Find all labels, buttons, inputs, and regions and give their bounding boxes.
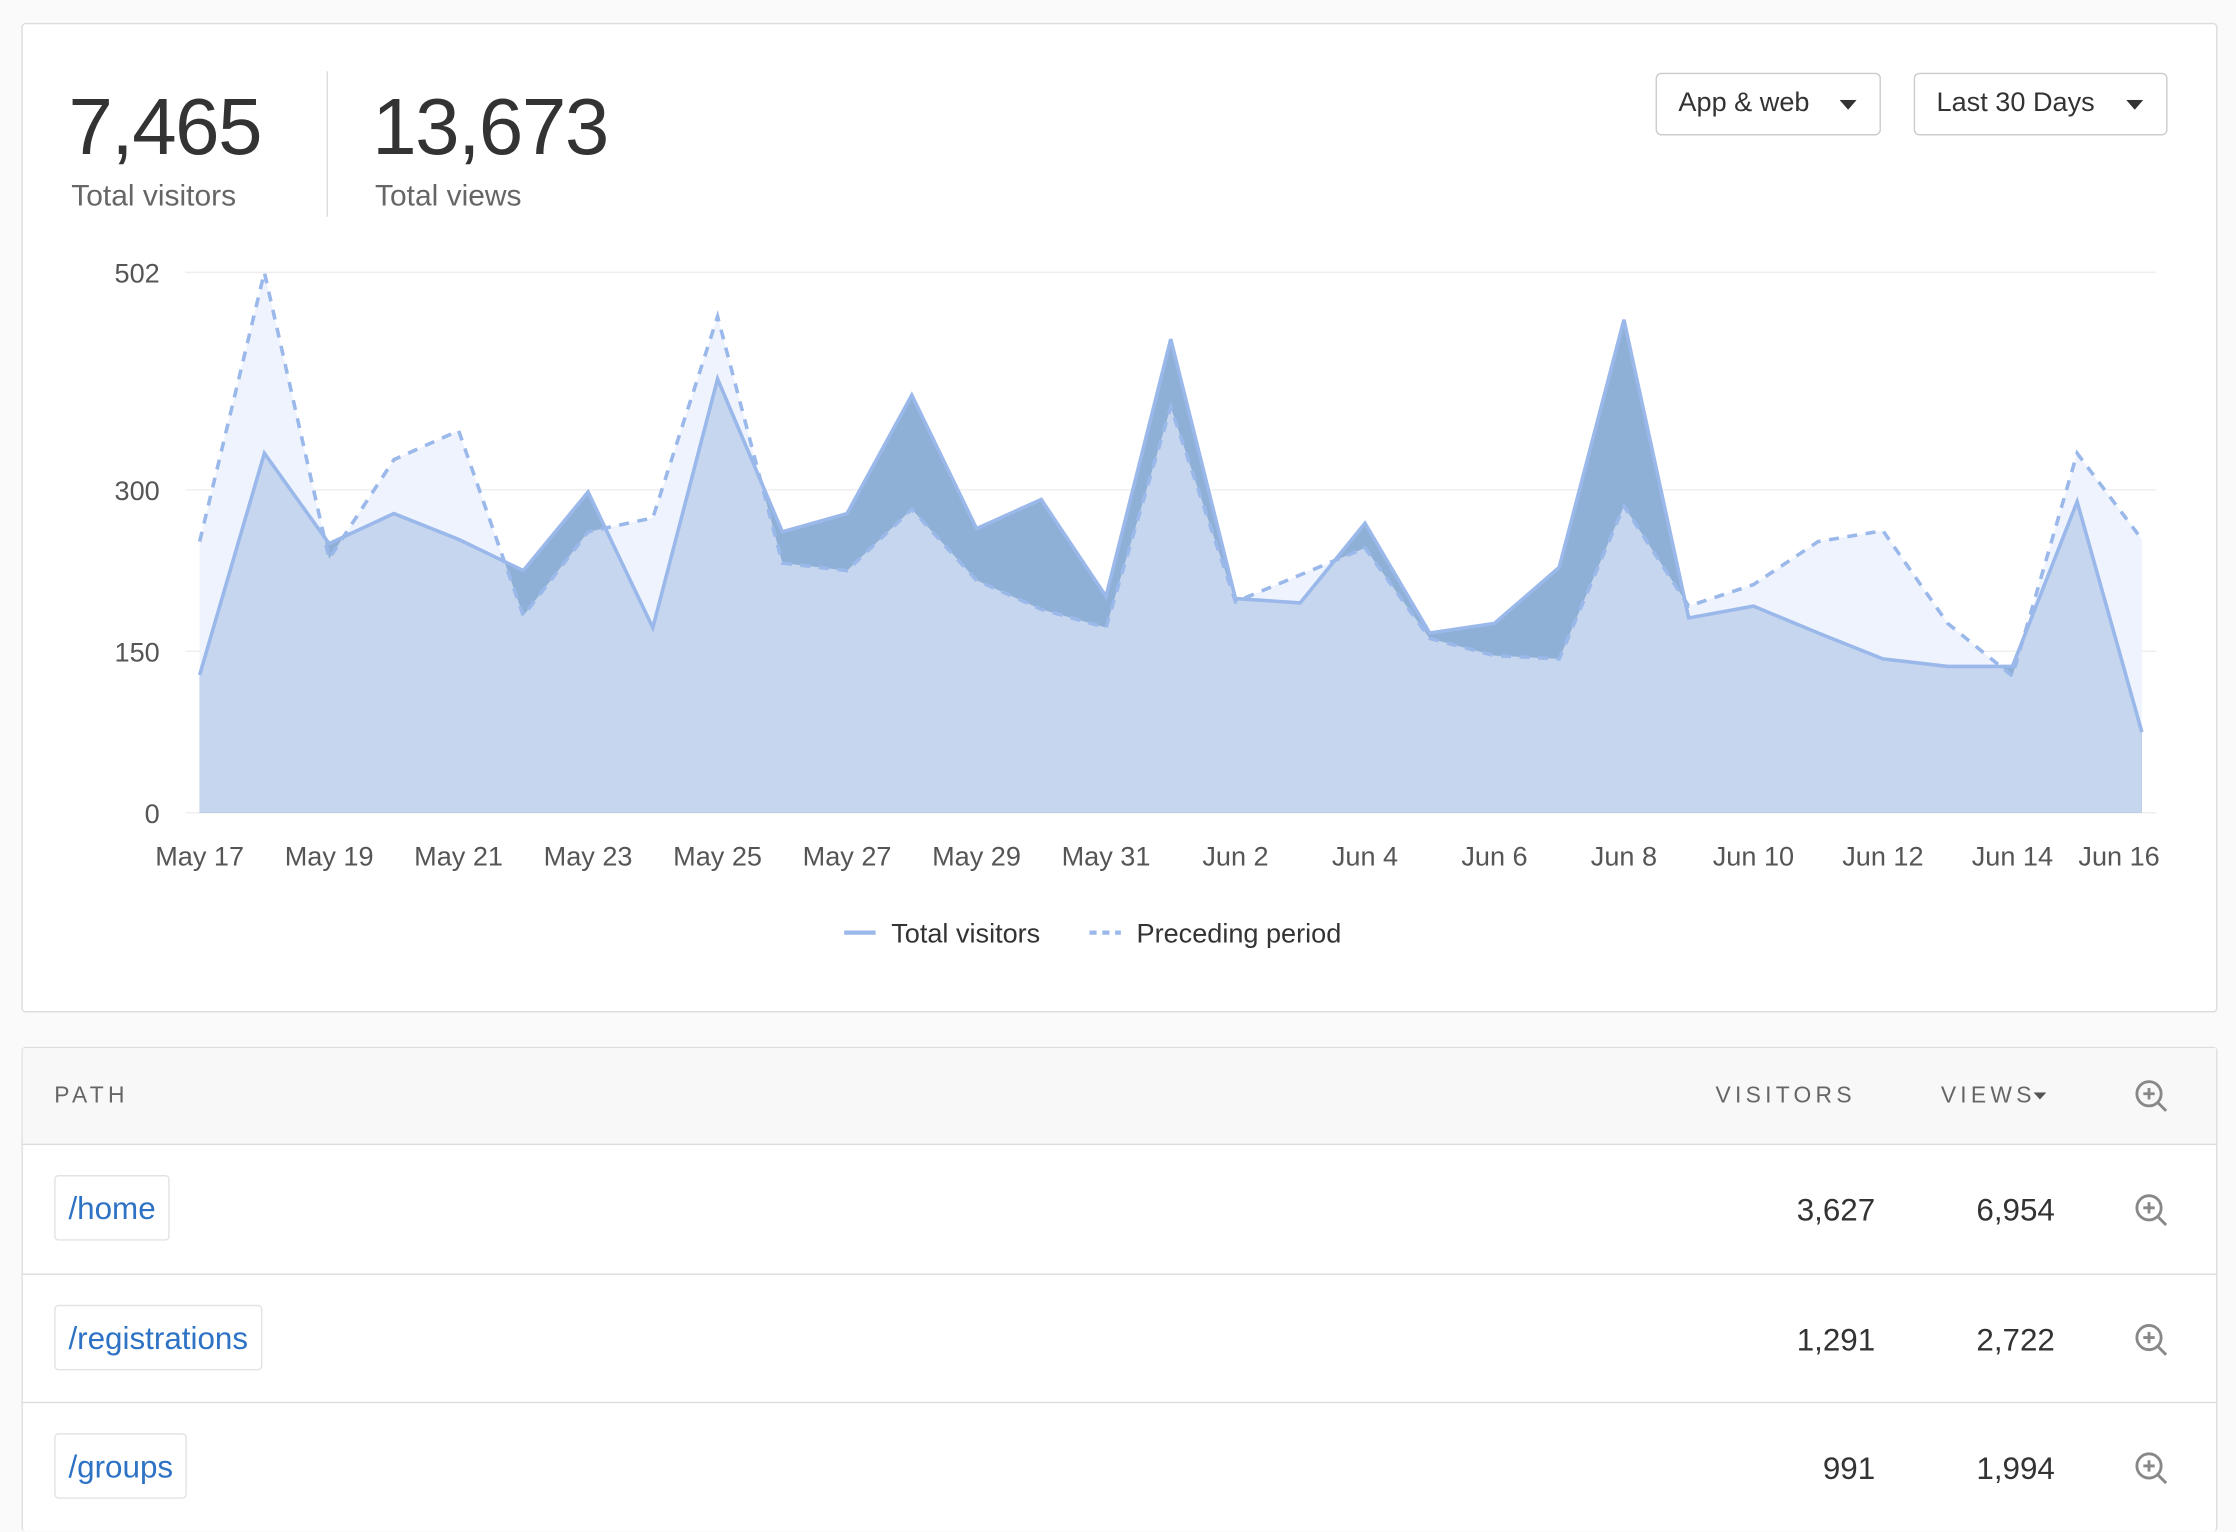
views-cell: 6,954 <box>1976 1192 2055 1228</box>
table-row: /home 3,627 6,954 <box>21 1143 2217 1274</box>
table-row: /registrations 1,291 2,722 <box>21 1273 2217 1403</box>
x-tick-label: Jun 10 <box>1713 841 1794 872</box>
overlap-area <box>199 319 2142 813</box>
path-link[interactable]: /home <box>54 1175 170 1241</box>
column-header: VISITORS <box>1715 1083 1856 1109</box>
x-tick-label: May 23 <box>544 841 633 872</box>
y-tick-label: 300 <box>115 475 160 506</box>
table-row: /groups 991 1,994 <box>21 1401 2217 1532</box>
y-tick-label: 150 <box>115 636 160 667</box>
x-tick-label: May 27 <box>803 841 892 872</box>
x-tick-label: Jun 8 <box>1591 841 1657 872</box>
x-tick-label: May 29 <box>932 841 1021 872</box>
dropdown-label: Last 30 Days <box>1936 88 2095 119</box>
x-tick-label: Jun 4 <box>1332 841 1398 872</box>
y-tick-label: 502 <box>115 257 160 288</box>
visitors-cell: 1,291 <box>1796 1321 1876 1358</box>
stat-value: 7,465 <box>68 81 262 172</box>
header-text: VIEWS <box>1940 1083 2036 1109</box>
visitors-cell: 991 <box>1822 1450 1876 1486</box>
zoom-icon[interactable] <box>2133 1450 2170 1487</box>
x-tick-label: Jun 16 <box>2078 841 2159 872</box>
stat-value: 13,673 <box>372 81 609 172</box>
x-tick-label: May 21 <box>414 841 503 872</box>
stat-label: Total visitors <box>71 179 237 213</box>
x-tick-label: May 31 <box>1062 841 1151 872</box>
divider <box>326 71 328 217</box>
x-tick-label: May 25 <box>673 841 762 872</box>
chart: 0 150 300 502 May 17 May 19 May 21 May 23 May 25… <box>115 257 2160 949</box>
column-header[interactable]: VIEWS <box>1941 1084 2046 1110</box>
path-link[interactable]: /groups <box>54 1433 188 1499</box>
zoom-icon[interactable] <box>2133 1192 2170 1229</box>
views-cell: 2,722 <box>1976 1321 2055 1358</box>
preceding-line <box>197 271 2144 680</box>
zoom-icon[interactable] <box>2133 1322 2170 1359</box>
x-tick-label: May 19 <box>285 841 374 872</box>
y-tick-label: 0 <box>145 798 160 829</box>
legend-label: Total visitors <box>891 918 1040 949</box>
x-tick-label: Jun 2 <box>1202 841 1268 872</box>
x-tick-label: Jun 14 <box>1972 841 2053 872</box>
visitors-cell: 3,627 <box>1796 1192 1876 1228</box>
table-header <box>22 1048 2217 1144</box>
views-cell: 1,994 <box>1976 1450 2055 1486</box>
caret <box>2126 99 2144 110</box>
legend-label: Preceding period <box>1137 918 1342 949</box>
visitors-line <box>197 319 2144 733</box>
x-tick-label: Jun 6 <box>1461 841 1527 872</box>
zoom-icon[interactable] <box>2133 1078 2170 1115</box>
stat-label: Total views <box>375 179 522 213</box>
dropdown-label: App & web <box>1678 88 1810 119</box>
range-dropdown[interactable]: Last 30 Days <box>1913 72 2168 136</box>
x-tick-label: Jun 12 <box>1842 841 1923 872</box>
path-link[interactable]: /registrations <box>54 1304 263 1371</box>
x-tick-label: May 17 <box>155 841 244 872</box>
platform-dropdown[interactable]: App & web <box>1655 72 1881 136</box>
caret <box>1839 99 1857 110</box>
sort-caret <box>2032 1092 2046 1100</box>
column-header: PATH <box>54 1083 129 1109</box>
